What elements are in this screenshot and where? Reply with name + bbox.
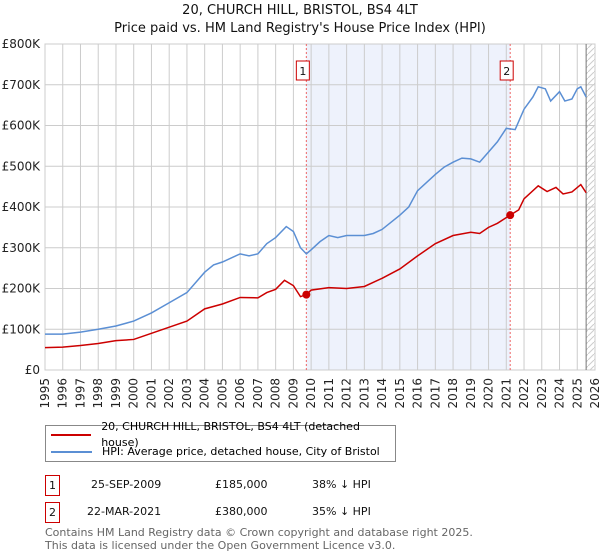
- x-tick-label: 2002: [162, 378, 176, 409]
- y-tick-label: £400K: [2, 200, 42, 214]
- y-tick-label: £800K: [2, 37, 42, 51]
- x-tick-label: 2005: [215, 378, 229, 409]
- legend-item-hpi: HPI: Average price, detached house, City…: [46, 444, 380, 460]
- x-tick-label: 2018: [446, 378, 460, 409]
- x-tick-label: 1999: [109, 378, 123, 409]
- legend-label: 20, CHURCH HILL, BRISTOL, BS4 4LT (detac…: [101, 420, 360, 449]
- y-tick-label: £700K: [2, 78, 42, 92]
- legend-swatch-hpi: [51, 451, 92, 453]
- plot-border: [44, 43, 596, 371]
- x-tick-label: 2003: [180, 378, 194, 409]
- x-tick-label: 2026: [588, 378, 600, 409]
- x-tick-label: 2008: [269, 378, 283, 409]
- x-tick-label: 2010: [304, 378, 318, 409]
- sale-marker-box: [295, 60, 310, 81]
- x-tick-label: 1998: [91, 378, 105, 409]
- sale-badge: 1: [45, 475, 60, 496]
- sale-marker-label: 2: [503, 65, 510, 78]
- y-tick-label: £100K: [2, 322, 42, 336]
- sale-point: [506, 211, 515, 220]
- sale-hpi-diff: 35% ↓ HPI: [312, 505, 371, 518]
- x-tick-label: 2000: [127, 378, 141, 409]
- x-tick-label: 2009: [286, 378, 300, 409]
- y-tick-label: £0: [25, 363, 40, 377]
- x-tick-label: 2014: [375, 378, 389, 409]
- footer-licence: This data is licensed under the Open Gov…: [45, 539, 396, 552]
- footer-copyright: Contains HM Land Registry data © Crown c…: [45, 526, 473, 539]
- sale-price: £185,000: [215, 478, 268, 491]
- x-tick-label: 2019: [464, 378, 478, 409]
- footer: Contains HM Land Registry data © Crown c…: [45, 526, 473, 552]
- sale-date: 25-SEP-2009: [91, 478, 162, 491]
- sale-marker-label: 1: [299, 65, 306, 78]
- sale-point: [302, 290, 311, 299]
- sale-badge: 2: [45, 502, 60, 523]
- chart-title-line1: 20, CHURCH HILL, BRISTOL, BS4 4LT: [182, 3, 418, 18]
- x-tick-label: 2021: [499, 378, 513, 409]
- x-tick-label: 2023: [535, 378, 549, 409]
- chart-title-line2: Price paid vs. HM Land Registry's House …: [114, 21, 486, 36]
- x-tick-label: 2007: [251, 378, 265, 409]
- x-tick-label: 2020: [482, 378, 496, 409]
- x-tick-label: 2013: [357, 378, 371, 409]
- x-tick-label: 1996: [56, 378, 70, 409]
- y-tick-label: £200K: [2, 282, 42, 296]
- legend-item-property: 20, CHURCH HILL, BRISTOL, BS4 4LT (detac…: [46, 420, 395, 449]
- x-tick-label: 2012: [340, 378, 354, 409]
- legend-label: HPI: Average price, detached house, City…: [102, 445, 380, 458]
- x-tick-label: 2004: [198, 378, 212, 409]
- sale-price: £380,000: [215, 505, 268, 518]
- sale-hpi-diff: 38% ↓ HPI: [312, 478, 371, 491]
- sale-date: 22-MAR-2021: [87, 505, 162, 518]
- x-tick-label: 2022: [517, 378, 531, 409]
- x-tick-label: 2017: [428, 378, 442, 409]
- y-tick-label: £300K: [2, 241, 42, 255]
- x-tick-label: 2025: [570, 378, 584, 409]
- price-chart: 1995 1996 1997 1998 1999 2000 2001 2002 2003 2004…: [2, 37, 600, 409]
- sale-marker-box: [499, 60, 514, 81]
- hpi-line: [45, 85, 587, 335]
- y-tick-label: £600K: [2, 119, 42, 133]
- x-tick-label: 1995: [38, 378, 52, 409]
- x-tick-label: 1997: [73, 378, 87, 409]
- x-tick-label: 2024: [553, 378, 567, 409]
- x-tick-label: 2015: [393, 378, 407, 409]
- x-tick-label: 2006: [233, 378, 247, 409]
- property-price-line: [44, 183, 587, 349]
- x-tick-label: 2001: [144, 378, 158, 409]
- legend: 20, CHURCH HILL, BRISTOL, BS4 4LT (detac…: [45, 420, 396, 462]
- legend-swatch-property: [51, 434, 92, 436]
- x-tick-label: 2016: [411, 378, 425, 409]
- x-tick-label: 2011: [322, 378, 336, 409]
- y-tick-label: £500K: [2, 159, 42, 173]
